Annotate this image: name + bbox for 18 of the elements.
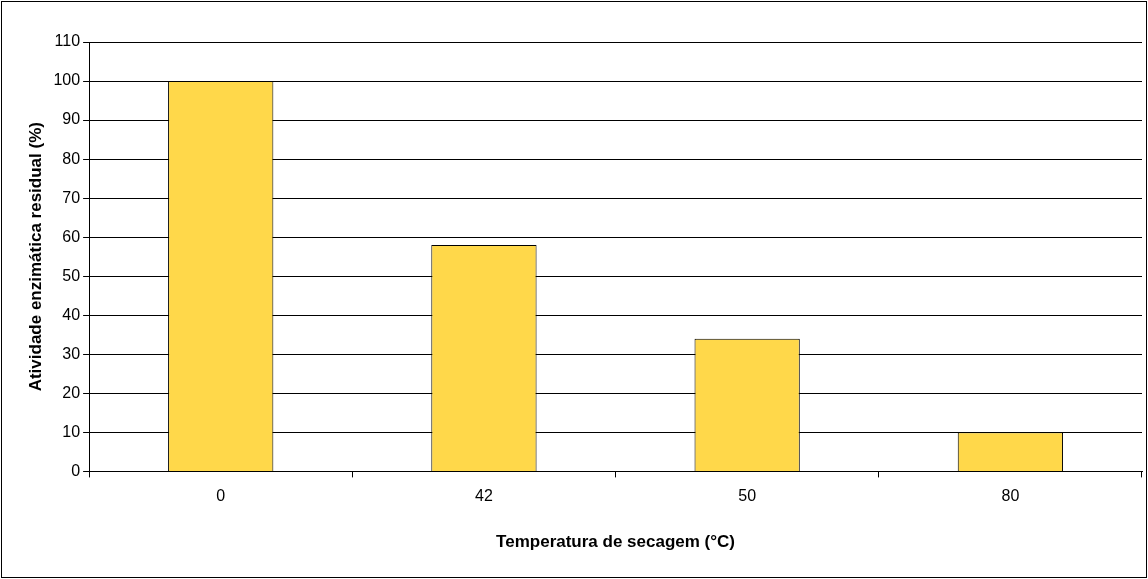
y-tick-label: 70 [62,188,81,206]
y-tick-label: 20 [62,383,81,401]
y-tick-label: 80 [62,149,81,167]
y-axis-title: Atividade enzimática residual (%) [25,122,45,392]
y-tick-label: 40 [62,305,81,323]
y-tick-label: 100 [53,71,81,89]
y-tick-label: 110 [54,32,81,50]
y-tick-label: 0 [71,461,81,479]
x-tick-label: 50 [738,487,757,505]
x-tick-label: 0 [216,487,226,505]
x-axis-title: Temperatura de secagem (°C) [496,532,735,552]
y-tick-label: 30 [62,344,81,362]
x-tick-label: 80 [1001,487,1020,505]
y-tick-label: 90 [62,110,81,128]
y-tick-label: 50 [62,266,81,284]
x-tick-label: 42 [475,487,493,505]
y-tick-label: 60 [62,227,81,245]
y-tick-label: 10 [62,422,81,440]
